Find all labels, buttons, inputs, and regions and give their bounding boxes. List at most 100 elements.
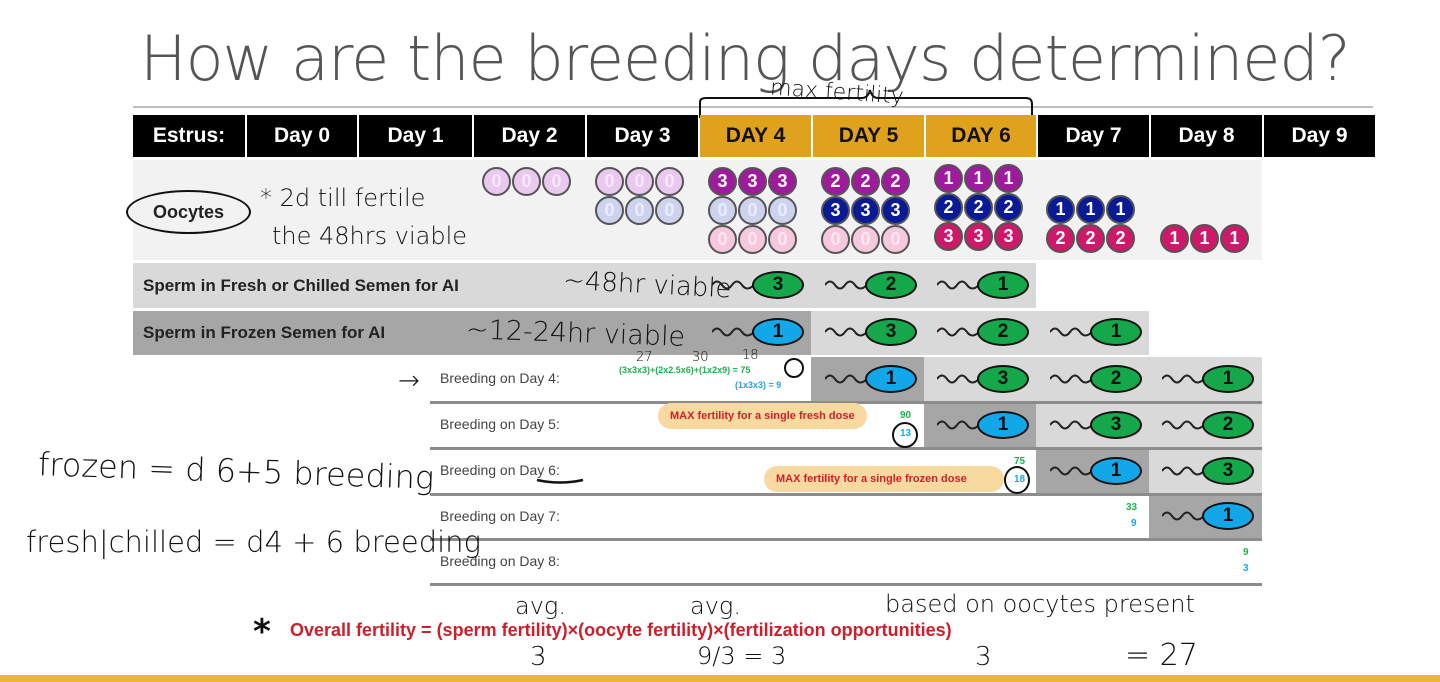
row-divider — [430, 583, 1262, 586]
header-day-5: DAY 5 — [813, 115, 924, 157]
circle-annotation — [1004, 466, 1030, 494]
oocyte-egg: 3 — [964, 222, 993, 251]
oocyte-egg: 2 — [881, 167, 910, 196]
oocyte-egg: 1 — [1160, 224, 1189, 253]
overall-fertility-formula: Overall fertility = (sperm fertility)×(o… — [290, 620, 952, 640]
sperm-icon: 1 — [937, 270, 1037, 300]
oocyte-egg: 0 — [625, 196, 654, 225]
oocyte-egg: 2 — [1046, 224, 1075, 253]
oocyte-egg: 0 — [625, 167, 654, 196]
sperm-icon: 2 — [1050, 364, 1150, 394]
breeding-day7-label: Breeding on Day 7: — [440, 508, 560, 524]
oocyte-egg: 3 — [708, 167, 737, 196]
fresh-breeding-note: fresh|chilled = d4 + 6 breeding — [26, 525, 481, 559]
oocyte-egg: 2 — [964, 193, 993, 222]
header-day-1: Day 1 — [359, 115, 472, 157]
oocyte-egg: 0 — [595, 196, 624, 225]
oocyte-egg: 0 — [851, 225, 880, 254]
sperm-icon: 2 — [825, 270, 925, 300]
header-day-8: Day 8 — [1151, 115, 1262, 157]
oocyte-egg: 3 — [881, 196, 910, 225]
oocyte-egg: 1 — [964, 164, 993, 193]
max-fresh-dose-callout: MAX fertility for a single fresh dose — [658, 403, 867, 429]
handwritten-number: 30 — [692, 350, 709, 365]
oocyte-egg: 1 — [934, 164, 963, 193]
oocyte-egg: 0 — [821, 225, 850, 254]
slide-title: How are the breeding days determined? — [140, 22, 1351, 95]
sperm-icon: 1 — [712, 317, 812, 347]
breeding-day4-label: Breeding on Day 4: — [440, 370, 560, 386]
row-divider — [430, 493, 1262, 496]
sperm-icon: 3 — [1050, 410, 1150, 440]
oocyte-egg: 0 — [768, 196, 797, 225]
breeding-day5-label: Breeding on Day 5: — [440, 416, 560, 432]
oocyte-egg: 0 — [655, 196, 684, 225]
header-day-7: Day 7 — [1038, 115, 1149, 157]
frozen-semen-row-shaded — [133, 311, 811, 355]
oocyte-egg: 0 — [881, 225, 910, 254]
oocyte-egg: 2 — [821, 167, 850, 196]
max-frozen-dose-callout: MAX fertility for a single frozen dose — [764, 466, 1004, 492]
sperm-icon: 1 — [1050, 456, 1150, 486]
oocyte-egg: 3 — [738, 167, 767, 196]
footer-bar — [0, 675, 1440, 682]
oocyte-egg: 0 — [595, 167, 624, 196]
oocyte-egg: 0 — [655, 167, 684, 196]
oocyte-egg: 0 — [512, 167, 541, 196]
oocytes-present-note: based on oocytes present — [885, 590, 1195, 618]
oocyte-egg: 2 — [851, 167, 880, 196]
breeding-day8-label: Breeding on Day 8: — [440, 553, 560, 569]
oocyte-egg: 0 — [738, 196, 767, 225]
sperm-icon: 2 — [1162, 410, 1262, 440]
sperm-icon: 3 — [825, 317, 925, 347]
oocyte-egg: 0 — [708, 196, 737, 225]
sperm-icon: 3 — [937, 364, 1037, 394]
frozen-breeding-note: frozen = d 6+5 breeding — [37, 445, 435, 497]
header-day-9: Day 9 — [1264, 115, 1375, 157]
sperm-icon: 2 — [937, 317, 1037, 347]
oocyte-egg: 0 — [708, 225, 737, 254]
fresh-fertility-value: 9 — [1243, 547, 1249, 558]
avg-note-2: avg. — [690, 592, 741, 620]
oocyte-egg: 1 — [1076, 195, 1105, 224]
frozen-fertility-formula: (1x3x3) = 9 — [735, 380, 782, 390]
oocyte-egg: 1 — [1106, 195, 1135, 224]
star-icon: * — [253, 612, 271, 652]
title-divider — [133, 106, 1373, 108]
oocyte-egg: 1 — [994, 164, 1023, 193]
sperm-icon: 1 — [1050, 317, 1150, 347]
fresh-fertility-formula: (3x3x3)+(2x2.5x6)+(1x2x9) = 75 — [619, 365, 751, 375]
oocyte-egg: 2 — [994, 193, 1023, 222]
oocyte-note-line2: the 48hrs viable — [272, 222, 468, 250]
frozen-semen-label: Sperm in Frozen Semen for AI — [143, 323, 386, 342]
sperm-fertility-value: 3 — [530, 642, 547, 672]
fresh-fertility-value: 33 — [1126, 502, 1138, 513]
sperm-icon: 3 — [712, 270, 812, 300]
sperm-icon: 1 — [825, 364, 925, 394]
max-fertility-bracket — [699, 89, 1033, 118]
handwritten-number: 27 — [636, 350, 653, 365]
circle-annotation — [784, 358, 804, 378]
fresh-semen-label: Sperm in Fresh or Chilled Semen for AI — [143, 275, 459, 295]
row-divider — [430, 538, 1262, 541]
sperm-icon: 1 — [937, 410, 1037, 440]
oocyte-egg: 1 — [1190, 224, 1219, 253]
oocyte-egg: 3 — [934, 222, 963, 251]
avg-note-1: avg. — [515, 592, 566, 620]
sperm-icon: 3 — [1162, 456, 1262, 486]
row-divider — [430, 401, 1262, 404]
fresh-fertility-value: 90 — [900, 410, 912, 421]
fresh-fertility-value: 75 — [1014, 456, 1026, 467]
header-day-2: Day 2 — [474, 115, 585, 157]
handwritten-number: 18 — [742, 348, 759, 363]
header-day-6: DAY 6 — [926, 115, 1036, 157]
underline-annotation — [536, 478, 584, 484]
oocyte-note-line1: * 2d till fertile — [260, 184, 426, 212]
header-estrus: Estrus: — [133, 115, 245, 157]
header-day-3: Day 3 — [587, 115, 698, 157]
oocyte-egg: 3 — [821, 196, 850, 225]
sperm-icon: 1 — [1162, 501, 1262, 531]
header-day-0: Day 0 — [247, 115, 357, 157]
sperm-icon: 1 — [1162, 364, 1262, 394]
oocyte-egg: 2 — [1106, 224, 1135, 253]
